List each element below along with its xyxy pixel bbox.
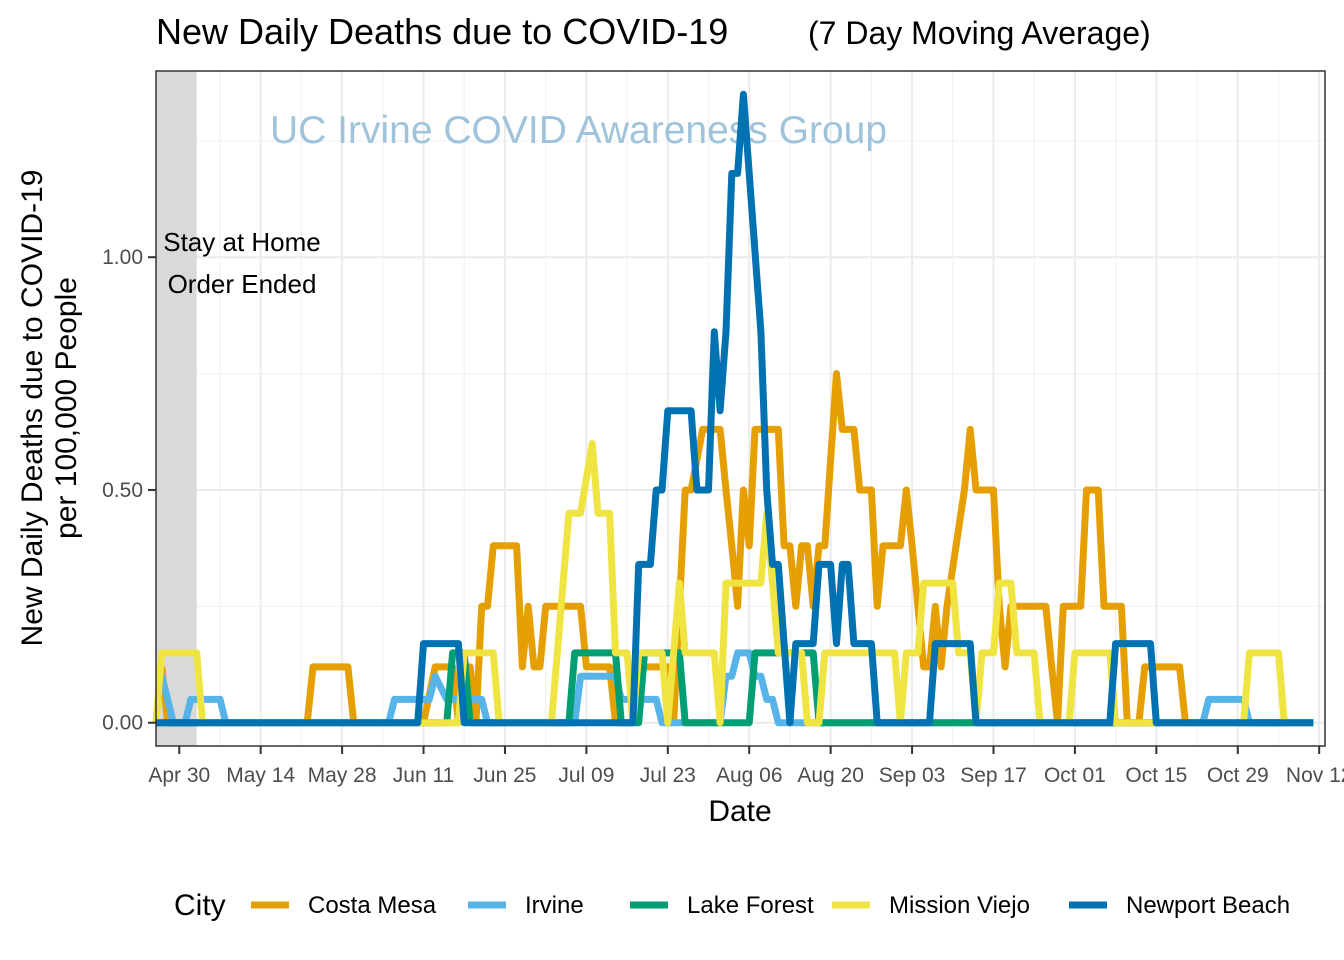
x-tick-label: Apr 30 [148,764,210,787]
legend-label-lake-forest: Lake Forest [687,892,814,919]
x-tick-label: Aug 20 [797,764,864,787]
x-axis: Apr 30 May 14 May 28 Jun 11 Jun 25 Jul 09 Jul … [148,746,1344,787]
x-tick-label: May 28 [308,764,377,787]
annotation-line-2: Order Ended [168,269,317,299]
y-axis-title-line-1: New Daily Deaths due to COVID-19 [16,170,49,647]
legend: City Costa Mesa Irvine Lake Forest Mission … [174,889,1290,922]
x-tick-label: May 14 [226,764,295,787]
x-axis-title: Date [708,795,771,828]
series-line-mission-viejo [152,439,1314,727]
x-tick-label: Oct 15 [1125,764,1187,787]
chart-subtitle: (7 Day Moving Average) [808,15,1151,51]
plot-border [155,70,1326,747]
x-tick-label: Jul 23 [640,764,696,787]
legend-label-mission-viejo: Mission Viejo [889,892,1030,919]
series-lines [152,90,1314,727]
y-tick-label: 0.50 [102,479,143,502]
x-tick-label: Sep 17 [960,764,1027,787]
stay-at-home-shaded-region [156,71,197,746]
y-tick-label: 0.00 [102,712,143,735]
y-axis: 0.00 0.50 1.00 [102,246,156,735]
x-tick-label: Nov 12 [1286,764,1344,787]
x-tick-label: Sep 03 [879,764,946,787]
watermark-text: UC Irvine COVID Awareness Group [270,109,887,152]
x-tick-label: Jun 25 [473,764,536,787]
x-tick-label: Jun 11 [393,764,455,787]
chart-title: New Daily Deaths due to COVID-19 [156,11,728,52]
series-line-newport-beach [156,90,1314,727]
plot-panel: UC Irvine COVID Awareness Group Stay at … [152,70,1326,747]
legend-label-irvine: Irvine [525,892,584,919]
plot-background [156,71,1325,746]
y-tick-label: 1.00 [102,246,143,269]
y-axis-title-line-2: per 100,000 People [50,277,83,539]
x-tick-label: Jul 09 [558,764,614,787]
legend-label-newport-beach: Newport Beach [1126,892,1290,919]
x-tick-label: Oct 29 [1207,764,1269,787]
series-line-costa-mesa [158,370,1314,727]
annotation-line-1: Stay at Home [163,227,321,257]
legend-label-costa-mesa: Costa Mesa [308,892,437,919]
x-tick-label: Oct 01 [1044,764,1106,787]
legend-title: City [174,889,226,922]
x-tick-label: Aug 06 [716,764,783,787]
